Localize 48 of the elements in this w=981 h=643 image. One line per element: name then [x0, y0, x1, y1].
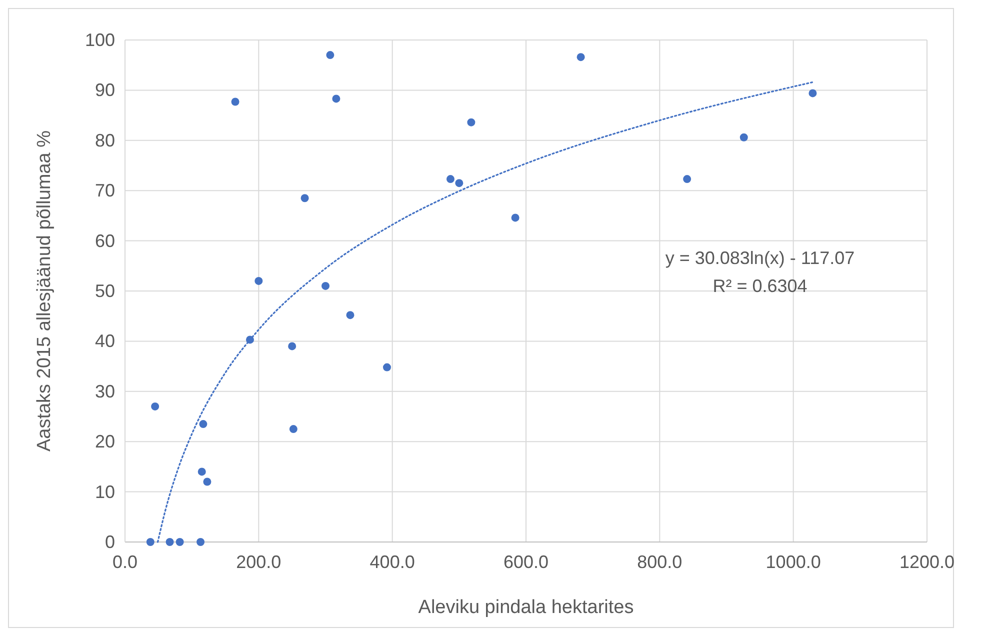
y-tick-label: 0	[104, 532, 115, 552]
x-tick-label: 800.0	[637, 552, 682, 572]
point	[740, 133, 748, 142]
point	[231, 98, 240, 106]
point	[288, 342, 296, 350]
y-tick-label: 20	[94, 432, 115, 452]
y-tick-label: 60	[94, 230, 115, 251]
point	[346, 311, 354, 320]
annotation: R² = 0.6304	[712, 276, 808, 296]
y-tick-label: 80	[94, 130, 115, 150]
point	[446, 175, 454, 184]
y-tick-label: 30	[94, 381, 115, 402]
y-axis-title: Aastaks 2015 allesjäänud põllumaa %	[34, 130, 55, 452]
point	[683, 175, 692, 184]
point	[322, 282, 330, 290]
y-tick-label: 90	[94, 80, 115, 100]
point	[300, 194, 309, 202]
point	[176, 538, 184, 546]
point	[254, 276, 263, 285]
point	[382, 363, 391, 372]
point	[289, 425, 298, 434]
point	[196, 538, 205, 546]
y-tick-label: 10	[94, 482, 115, 502]
x-tick-label: 200.0	[236, 552, 282, 572]
annotation: y = 30.083ln(x) - 117.07	[665, 248, 855, 268]
point	[203, 478, 212, 486]
point	[808, 89, 817, 98]
point	[326, 51, 334, 60]
point	[199, 420, 208, 428]
x-tick-label: 400.0	[370, 552, 415, 572]
y-tick-label: 100	[84, 30, 115, 50]
y-tick-label: 50	[94, 281, 115, 301]
y-tick-label: 40	[94, 331, 115, 352]
point	[146, 538, 154, 546]
x-tick-label: 600.0	[503, 552, 549, 572]
x-axis-title: Aleviku pindala hektarites	[418, 597, 634, 618]
point	[151, 402, 160, 410]
point	[511, 214, 520, 222]
x-tick-label: 1200.0	[899, 552, 955, 572]
point	[198, 468, 206, 476]
x-tick-label: 0.0	[112, 552, 138, 572]
point	[166, 538, 174, 546]
x-tick-label: 1000.0	[766, 552, 821, 572]
point	[576, 53, 585, 62]
point	[467, 118, 476, 126]
point	[332, 94, 340, 103]
point	[455, 179, 464, 188]
y-tick-label: 70	[94, 180, 115, 201]
